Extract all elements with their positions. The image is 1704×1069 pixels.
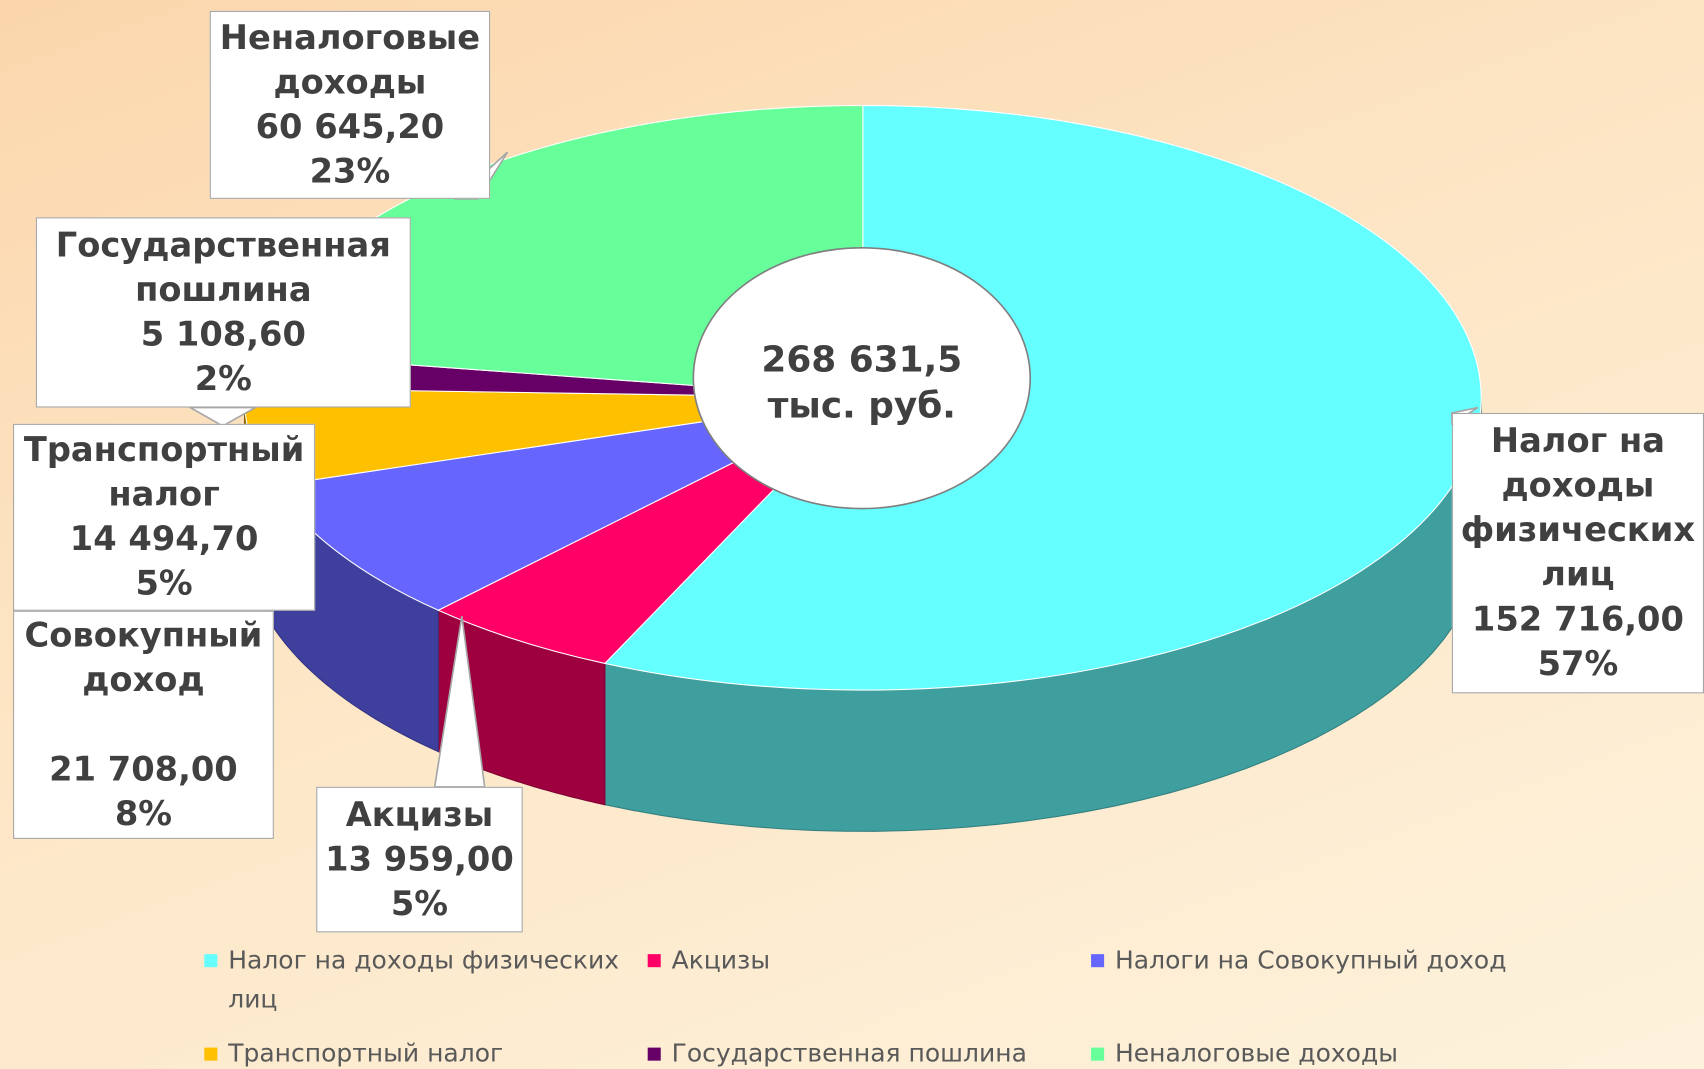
center-disc [692, 246, 1032, 510]
legend-label: Налог на доходы физических лиц [228, 946, 620, 1014]
callout-name: Транспортный налог [23, 430, 305, 515]
legend-item: Неналоговые доходы [1089, 1035, 1507, 1069]
legend-label: Транспортный налог [228, 1040, 504, 1069]
callout-value: 60 645,20 [255, 107, 445, 147]
callout-percent: 23% [309, 151, 391, 191]
legend-swatch [1091, 1047, 1105, 1061]
legend-label: Неналоговые доходы [1114, 1040, 1398, 1069]
callout-name: Акцизы [345, 794, 494, 835]
callout-percent: 8% [114, 793, 173, 833]
callout-value: 152 716,00 [1471, 599, 1684, 639]
legend-swatch [647, 1047, 661, 1061]
callout: Государственная пошлина 5 108,60 2% [35, 217, 411, 408]
callout-name: Налог на доходы физических лиц [1460, 421, 1696, 595]
callout: Налог на доходы физических лиц 152 716,00… [1451, 412, 1704, 694]
callout-value: 21 708,00 [49, 749, 238, 789]
callout: Неналоговые доходы 60 645,20 23% [209, 10, 491, 199]
legend-label: Акцизы [671, 946, 771, 975]
legend-swatch [204, 954, 218, 968]
legend-item: Налог на доходы физических лиц [202, 941, 620, 1019]
leader [187, 406, 259, 427]
center-label: тыс. руб. [768, 385, 956, 426]
callout: Совокупный доход 21 708,00 8% [13, 610, 274, 839]
legend-item: Налоги на Совокупный доход [1089, 941, 1507, 980]
callout-percent: 5% [135, 564, 193, 604]
callout-value: 14 494,70 [69, 519, 259, 559]
legend-item: Транспортный налог [202, 1035, 620, 1069]
legend-swatch [204, 1047, 218, 1061]
callout-percent: 2% [194, 359, 252, 399]
legend-item: Государственная пошлина [646, 1035, 1064, 1069]
callout-name: Государственная пошлина [55, 225, 391, 310]
legend-swatch [647, 954, 661, 968]
callout-value: 13 959,00 [325, 839, 514, 879]
legend-label: Государственная пошлина [671, 1040, 1027, 1069]
callout-value: 5 108,60 [140, 314, 306, 354]
callout-percent: 57% [1537, 644, 1619, 684]
legend-label: Налоги на Совокупный доход [1114, 946, 1507, 975]
legend-item: Акцизы [646, 941, 1064, 980]
callout: Акцизы 13 959,00 5% [316, 786, 523, 933]
callout-name: Совокупный доход [24, 615, 263, 700]
leader [433, 616, 486, 788]
legend-swatch [1091, 954, 1105, 968]
center-label: 268 631,5 [761, 340, 962, 381]
callout-name: Неналоговые доходы [219, 17, 481, 102]
pie-tops [243, 104, 1482, 691]
callout: Транспортный налог 14 494,70 5% [13, 423, 316, 611]
callout-percent: 5% [390, 884, 449, 924]
